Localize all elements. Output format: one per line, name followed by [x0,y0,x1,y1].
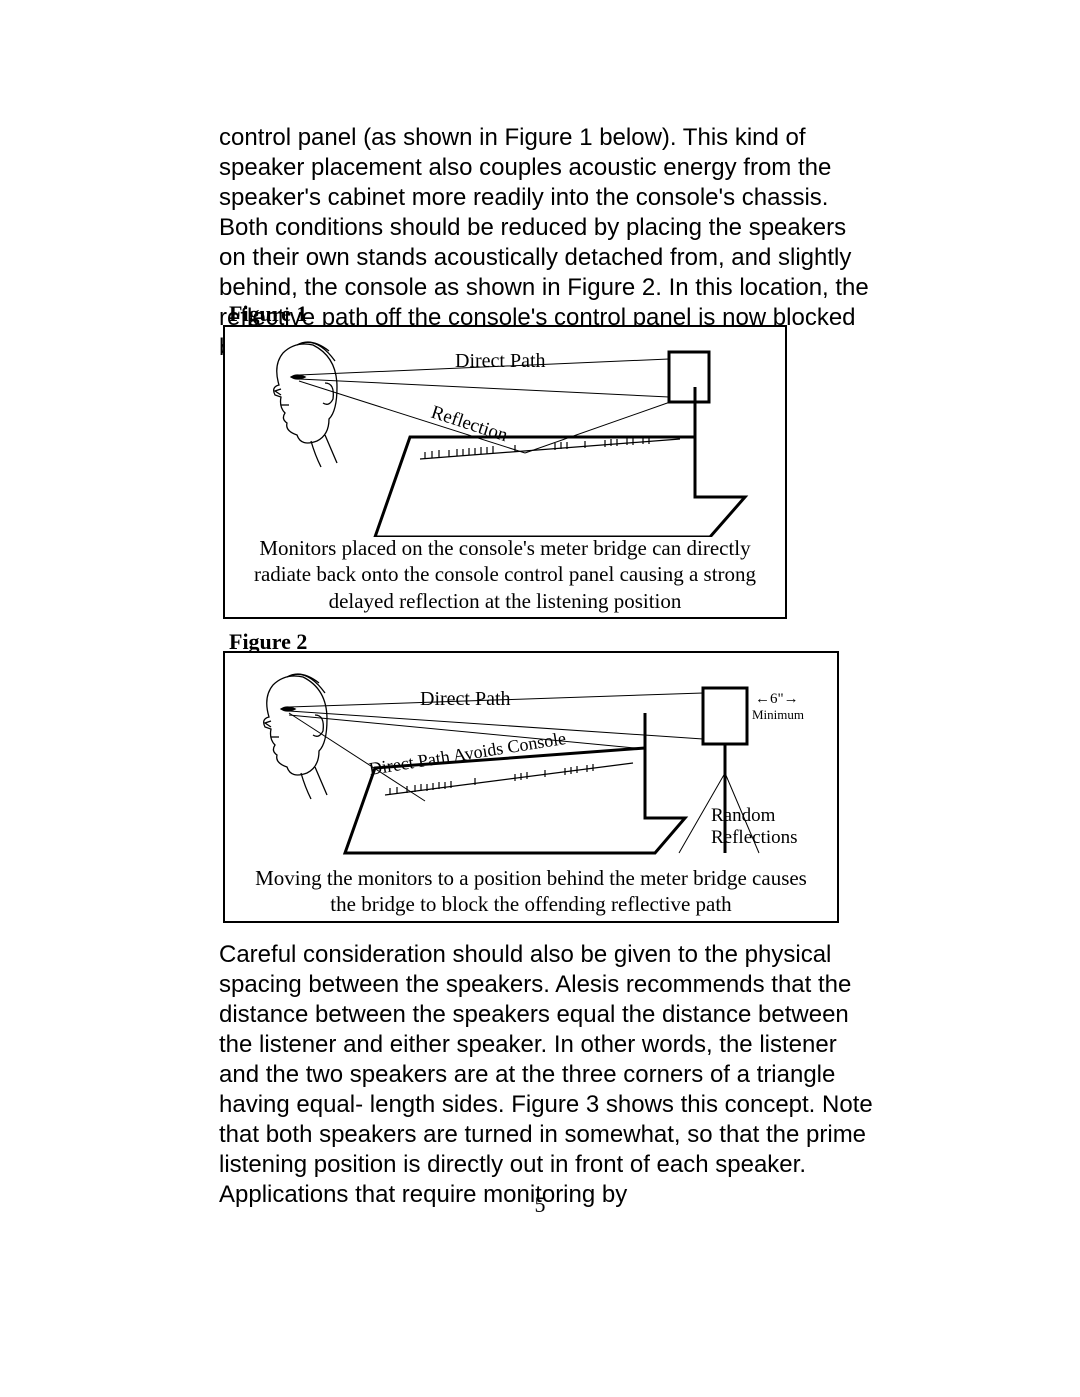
figure1-diagram: Direct Path Reflection [225,327,785,537]
figure1-label: Figure 1 [229,301,307,327]
figure2-six-inch: ←6"→ [755,691,799,707]
document-page: control panel (as shown in Figure 1 belo… [0,0,1080,1397]
figure1-reflection-text: Reflection [428,402,510,447]
figure2-avoids-text: Direct Path Avoids Console [367,728,567,779]
figure2-box: Direct Path Direct Path Avoids Console ←… [223,651,839,923]
figure2-random: Random [711,805,776,826]
figure2-reflections: Reflections [711,827,798,848]
figure1-caption: Monitors placed on the console's meter b… [225,535,785,614]
figure2-direct-path-text: Direct Path [420,688,511,710]
figure1-box: Direct Path Reflection Monitors placed o… [223,325,787,619]
figure1-direct-path-text: Direct Path [455,350,546,372]
figure2-minimum: Minimum [752,707,804,722]
page-number: 5 [0,1192,1080,1218]
figure2-caption: Moving the monitors to a position behind… [225,865,837,918]
paragraph-bottom: Careful consideration should also be giv… [219,940,879,1210]
figure2-diagram: Direct Path Direct Path Avoids Console ←… [225,653,837,863]
